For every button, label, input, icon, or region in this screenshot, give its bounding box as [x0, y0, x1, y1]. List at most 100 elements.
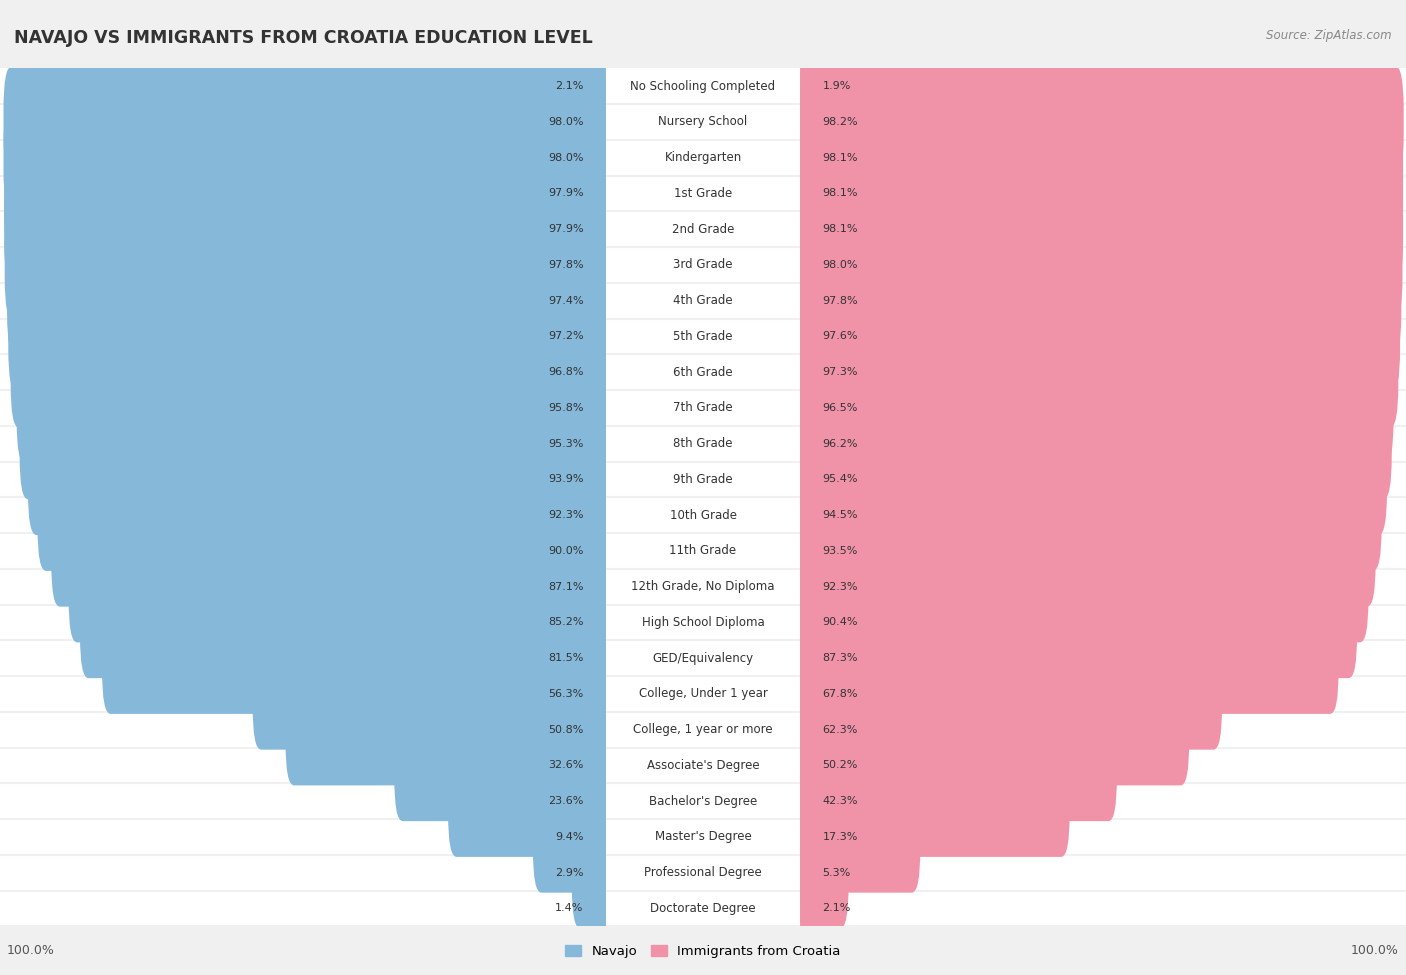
Bar: [0, 641, 1406, 676]
FancyBboxPatch shape: [572, 817, 606, 928]
FancyBboxPatch shape: [285, 674, 606, 786]
Text: 17.3%: 17.3%: [823, 832, 858, 841]
Text: 4th Grade: 4th Grade: [673, 294, 733, 307]
FancyBboxPatch shape: [38, 459, 606, 571]
FancyBboxPatch shape: [449, 745, 606, 857]
Bar: [0, 426, 1406, 461]
Text: Kindergarten: Kindergarten: [665, 151, 741, 164]
Text: 95.4%: 95.4%: [823, 475, 858, 485]
FancyBboxPatch shape: [800, 316, 1399, 428]
FancyBboxPatch shape: [253, 638, 606, 750]
Text: NAVAJO VS IMMIGRANTS FROM CROATIA EDUCATION LEVEL: NAVAJO VS IMMIGRANTS FROM CROATIA EDUCAT…: [14, 29, 593, 47]
Text: Source: ZipAtlas.com: Source: ZipAtlas.com: [1267, 29, 1392, 42]
Text: 67.8%: 67.8%: [823, 689, 858, 699]
Text: 9.4%: 9.4%: [555, 832, 583, 841]
FancyBboxPatch shape: [800, 174, 1403, 285]
Bar: [0, 497, 1406, 533]
Text: 96.2%: 96.2%: [823, 439, 858, 448]
FancyBboxPatch shape: [800, 245, 1402, 357]
Text: Nursery School: Nursery School: [658, 115, 748, 129]
Text: 92.3%: 92.3%: [548, 510, 583, 520]
Text: Doctorate Degree: Doctorate Degree: [650, 902, 756, 915]
FancyBboxPatch shape: [800, 388, 1392, 499]
Text: 7th Grade: 7th Grade: [673, 402, 733, 414]
Text: 98.1%: 98.1%: [823, 188, 858, 198]
Bar: [0, 748, 1406, 783]
Text: 56.3%: 56.3%: [548, 689, 583, 699]
FancyBboxPatch shape: [800, 30, 828, 142]
FancyBboxPatch shape: [576, 30, 606, 142]
Text: 98.2%: 98.2%: [823, 117, 858, 127]
FancyBboxPatch shape: [800, 603, 1339, 714]
FancyBboxPatch shape: [800, 281, 1400, 392]
Text: Associate's Degree: Associate's Degree: [647, 759, 759, 772]
Text: 10th Grade: 10th Grade: [669, 509, 737, 522]
Text: 3rd Grade: 3rd Grade: [673, 258, 733, 271]
Text: 93.5%: 93.5%: [823, 546, 858, 556]
Text: College, 1 year or more: College, 1 year or more: [633, 723, 773, 736]
Text: 1.4%: 1.4%: [555, 904, 583, 914]
Text: 5th Grade: 5th Grade: [673, 330, 733, 343]
FancyBboxPatch shape: [800, 352, 1393, 464]
Text: 5.3%: 5.3%: [823, 868, 851, 878]
FancyBboxPatch shape: [69, 530, 606, 643]
Bar: [0, 890, 1406, 926]
FancyBboxPatch shape: [800, 638, 1222, 750]
FancyBboxPatch shape: [103, 603, 606, 714]
Text: 97.8%: 97.8%: [823, 295, 858, 305]
Text: 9th Grade: 9th Grade: [673, 473, 733, 486]
FancyBboxPatch shape: [11, 316, 606, 428]
FancyBboxPatch shape: [800, 101, 1403, 214]
Text: 1st Grade: 1st Grade: [673, 187, 733, 200]
FancyBboxPatch shape: [800, 209, 1403, 321]
FancyBboxPatch shape: [52, 495, 606, 606]
Text: 32.6%: 32.6%: [548, 760, 583, 770]
Text: 95.3%: 95.3%: [548, 439, 583, 448]
Bar: [0, 533, 1406, 568]
Legend: Navajo, Immigrants from Croatia: Navajo, Immigrants from Croatia: [560, 940, 846, 963]
FancyBboxPatch shape: [533, 781, 606, 893]
Text: 98.0%: 98.0%: [823, 260, 858, 270]
Bar: [0, 390, 1406, 426]
Bar: [0, 855, 1406, 890]
Bar: [0, 819, 1406, 855]
FancyBboxPatch shape: [800, 817, 849, 928]
Text: 96.5%: 96.5%: [823, 403, 858, 412]
Text: 97.9%: 97.9%: [548, 224, 583, 234]
Text: 100.0%: 100.0%: [7, 944, 55, 957]
FancyBboxPatch shape: [800, 852, 830, 964]
FancyBboxPatch shape: [800, 745, 1070, 857]
FancyBboxPatch shape: [4, 101, 606, 214]
Bar: [0, 247, 1406, 283]
FancyBboxPatch shape: [800, 674, 1189, 786]
Text: Bachelor's Degree: Bachelor's Degree: [650, 795, 756, 807]
Text: 81.5%: 81.5%: [548, 653, 583, 663]
FancyBboxPatch shape: [800, 137, 1403, 250]
FancyBboxPatch shape: [800, 459, 1382, 571]
Bar: [0, 354, 1406, 390]
Text: 97.9%: 97.9%: [548, 188, 583, 198]
Bar: [0, 712, 1406, 748]
Text: High School Diploma: High School Diploma: [641, 616, 765, 629]
Bar: [0, 283, 1406, 319]
Text: 87.1%: 87.1%: [548, 582, 583, 592]
Text: 97.2%: 97.2%: [548, 332, 583, 341]
Text: 93.9%: 93.9%: [548, 475, 583, 485]
Text: 2.1%: 2.1%: [823, 904, 851, 914]
Text: 94.5%: 94.5%: [823, 510, 858, 520]
Text: 87.3%: 87.3%: [823, 653, 858, 663]
FancyBboxPatch shape: [80, 566, 606, 679]
Text: 98.1%: 98.1%: [823, 224, 858, 234]
Text: 85.2%: 85.2%: [548, 617, 583, 627]
FancyBboxPatch shape: [800, 423, 1386, 535]
Text: 90.4%: 90.4%: [823, 617, 858, 627]
Text: 1.9%: 1.9%: [823, 81, 851, 91]
FancyBboxPatch shape: [4, 137, 606, 250]
Text: No Schooling Completed: No Schooling Completed: [630, 80, 776, 93]
FancyBboxPatch shape: [800, 530, 1368, 643]
Bar: [0, 139, 1406, 176]
Text: Master's Degree: Master's Degree: [655, 831, 751, 843]
Bar: [0, 604, 1406, 641]
Text: 12th Grade, No Diploma: 12th Grade, No Diploma: [631, 580, 775, 593]
Bar: [0, 783, 1406, 819]
